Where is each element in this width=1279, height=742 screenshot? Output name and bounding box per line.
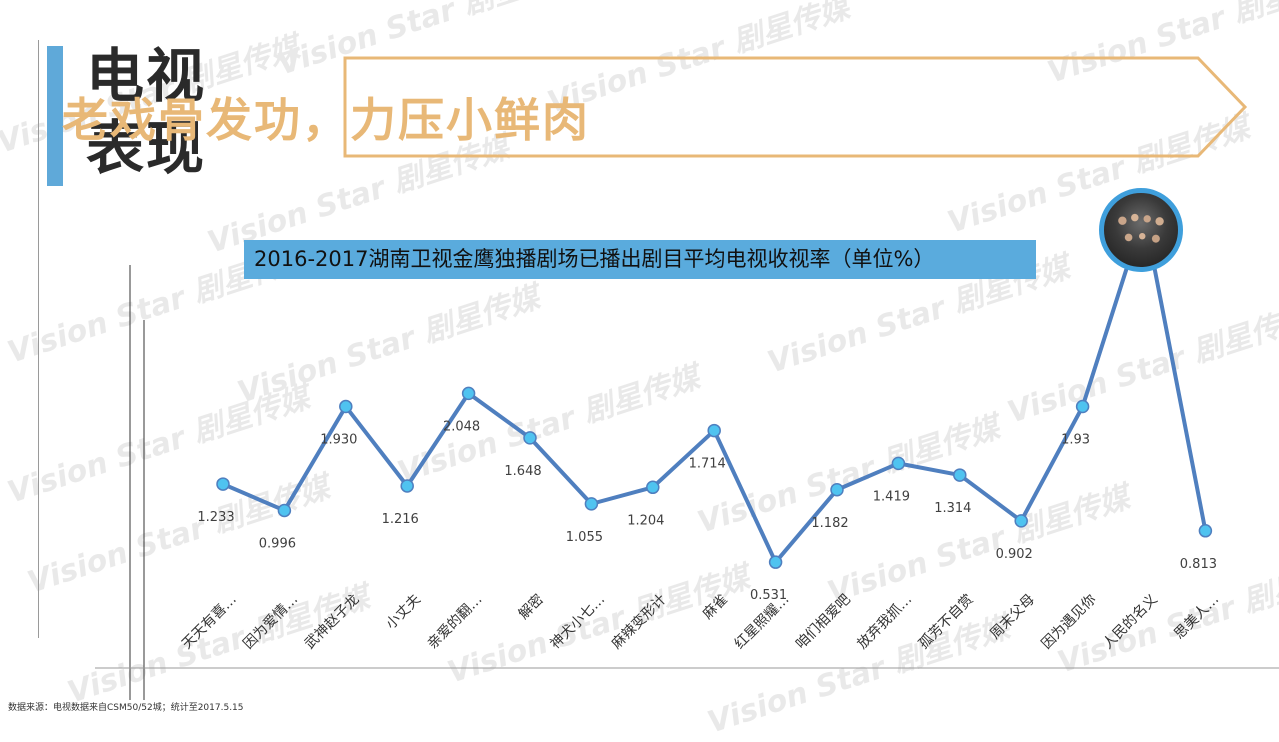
category-tick-label: 麻雀	[700, 592, 731, 623]
series-line	[222, 211, 1208, 565]
category-tick-label: 神犬小七…	[547, 592, 608, 653]
data-label: 1.233	[197, 510, 234, 525]
data-point	[830, 483, 844, 497]
category-tick-label: 思美人…	[1171, 592, 1222, 643]
line-chart: 1.233 天天有喜… 0.996 因为爱情… 1.930 武神赵子龙 1.216 小丈夫 2.…	[95, 207, 1279, 700]
data-point	[584, 497, 599, 511]
category-tick-label: 放弃我抓…	[854, 592, 915, 653]
data-label: 1.930	[320, 433, 357, 448]
category-tick-label: 咱们相爱吧	[793, 592, 854, 653]
data-point	[891, 456, 906, 471]
data-label: 1.648	[504, 464, 541, 479]
data-point	[1198, 524, 1213, 538]
data-point	[461, 386, 476, 401]
category-tick-label: 周末父母	[987, 592, 1038, 643]
data-label: 0.996	[259, 536, 296, 551]
data-label: 1.93	[1061, 433, 1090, 448]
data-label: 0.902	[996, 547, 1033, 562]
data-point	[216, 477, 230, 491]
data-point	[707, 423, 721, 438]
category-tick-label: 天天有喜…	[179, 592, 240, 653]
category-tick-label: 小丈夫	[383, 592, 424, 633]
category-tick-label: 孤芳不自赏	[915, 591, 977, 653]
data-label: 2.048	[443, 419, 480, 434]
side-divider-line	[38, 40, 39, 638]
category-tick-label: 麻辣变形计	[609, 592, 670, 653]
category-tick-label: 武神赵子龙	[302, 592, 363, 653]
data-point	[400, 479, 414, 493]
data-point	[646, 480, 660, 495]
source-note: 数据来源：电视数据来自CSM50/52城；统计至2017.5.15	[8, 703, 244, 713]
section-title-line1: 电视	[86, 42, 207, 110]
series-layer: 1.233 天天有喜… 0.996 因为爱情… 1.930 武神赵子龙 1.216 小丈夫 2.…	[179, 207, 1222, 653]
data-label: 1.314	[934, 501, 971, 516]
headline-banner-frame	[343, 56, 1248, 158]
data-point	[523, 431, 537, 445]
data-label: 1.419	[873, 489, 910, 504]
data-point	[1014, 514, 1028, 528]
section-title: 电视 表现	[86, 40, 206, 184]
category-tick-label: 因为遇见你	[1039, 592, 1100, 653]
category-tick-label: 亲爱的翻…	[425, 592, 486, 653]
cast-photo-faces	[1110, 199, 1172, 261]
category-tick-label: 因为爱情…	[240, 592, 301, 653]
category-tick-label: 人民的名义	[1100, 592, 1161, 653]
data-point	[768, 555, 783, 569]
chart-title: 2016-2017湖南卫视金鹰独播剧场已播出剧目平均电视收视率（单位%）	[244, 240, 1036, 279]
data-point	[339, 399, 353, 414]
data-label: 1.216	[382, 512, 419, 527]
headline-text: 老戏骨发功，力压小鲜肉	[62, 93, 590, 147]
data-label: 1.714	[689, 457, 726, 472]
data-label: 1.055	[566, 530, 603, 545]
accent-bar	[47, 46, 63, 186]
data-point	[277, 503, 292, 518]
data-label: 1.182	[811, 516, 848, 531]
section-title-line2: 表现	[86, 114, 207, 182]
data-point	[1075, 399, 1090, 414]
data-label: 0.813	[1180, 557, 1217, 572]
cast-photo-avatar	[1099, 188, 1183, 272]
data-label: 0.531	[750, 588, 787, 603]
data-point	[953, 468, 967, 482]
data-label: 1.204	[627, 513, 664, 528]
category-tick-label: 解密	[515, 591, 547, 623]
